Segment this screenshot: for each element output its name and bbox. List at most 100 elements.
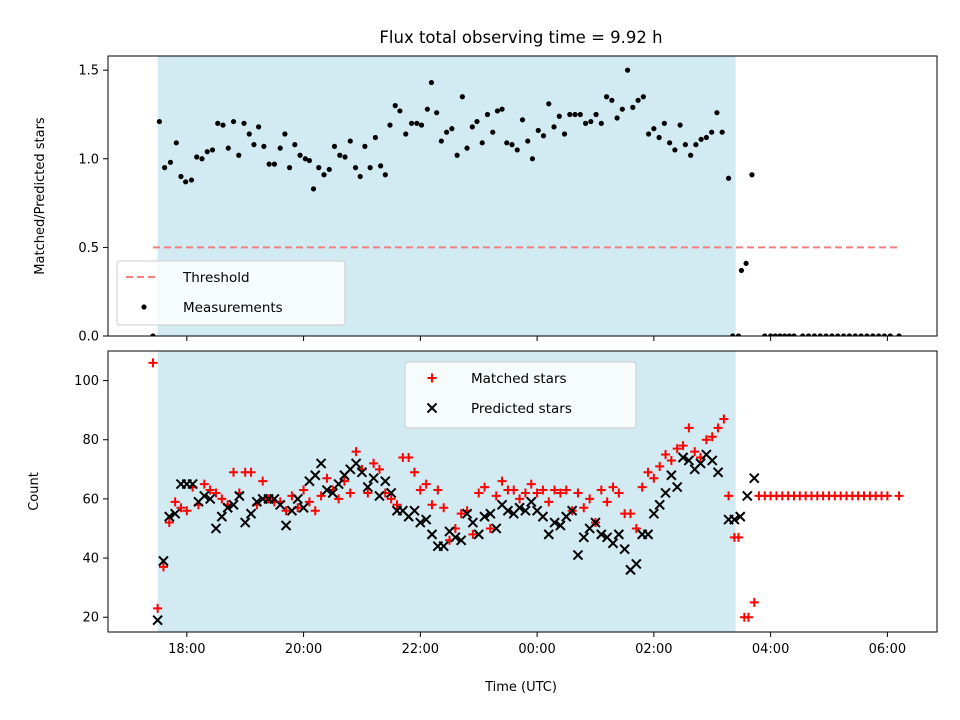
data-point	[392, 500, 402, 510]
data-point	[735, 333, 742, 336]
data-point	[596, 529, 607, 540]
axes-frame	[107, 55, 938, 337]
data-point	[414, 120, 420, 126]
data-point	[380, 475, 391, 487]
data-point	[164, 511, 175, 522]
data-point	[703, 134, 709, 141]
data-point	[297, 152, 303, 158]
data-point	[502, 505, 514, 516]
data-point	[656, 134, 662, 141]
chart-title: Flux total observing time = 9.92 h	[379, 28, 662, 47]
data-point	[543, 529, 554, 540]
data-point	[199, 490, 210, 502]
data-point	[148, 358, 158, 368]
x-tick-label: 18:00	[168, 642, 205, 657]
x-tick-label: 20:00	[285, 642, 322, 657]
data-point	[426, 529, 438, 540]
data-point	[735, 511, 746, 522]
data-point	[292, 142, 298, 148]
data-point	[473, 529, 484, 540]
data-point	[607, 538, 619, 549]
data-point	[304, 497, 314, 507]
data-point	[608, 482, 618, 492]
data-point	[509, 142, 515, 148]
data-point	[369, 458, 379, 468]
data-point	[526, 479, 536, 489]
data-point	[743, 612, 753, 622]
data-point	[719, 414, 729, 424]
legend-marker	[141, 304, 147, 310]
data-point	[326, 166, 332, 173]
data-point	[743, 260, 749, 266]
data-point	[275, 499, 286, 511]
y-tick-label: 1.5	[78, 64, 99, 79]
data-point	[491, 523, 502, 534]
data-point	[846, 333, 853, 336]
data-point	[561, 131, 568, 137]
data-point	[261, 143, 267, 149]
data-point	[829, 333, 835, 336]
data-point	[378, 163, 384, 169]
data-point	[538, 485, 548, 495]
data-point	[210, 523, 222, 534]
data-point	[215, 120, 221, 126]
data-point	[515, 494, 525, 504]
data-point	[239, 517, 251, 528]
data-point	[310, 186, 317, 192]
data-point	[777, 333, 783, 336]
data-point	[409, 467, 419, 477]
legend: Threshold Measurements	[116, 260, 346, 326]
data-point	[315, 458, 327, 469]
data-point	[749, 597, 759, 607]
data-point	[887, 333, 893, 336]
data-point	[738, 267, 745, 274]
x-tick-label: 04:00	[752, 642, 789, 657]
data-point	[316, 491, 326, 501]
legend-label: Threshold	[182, 270, 250, 286]
data-point	[310, 470, 321, 481]
data-point	[734, 532, 744, 542]
data-point	[682, 142, 688, 148]
data-point	[170, 497, 180, 507]
data-point	[514, 502, 525, 513]
data-point	[368, 472, 379, 484]
data-point	[730, 333, 736, 336]
data-point	[585, 494, 595, 504]
data-point	[178, 173, 184, 180]
data-point	[327, 487, 338, 499]
data-point	[479, 511, 490, 522]
data-point	[555, 488, 565, 498]
data-point	[229, 467, 239, 477]
data-point	[299, 485, 309, 495]
data-point	[817, 333, 823, 336]
data-point	[602, 497, 612, 507]
data-point	[281, 506, 291, 516]
data-point	[881, 333, 888, 336]
data-point	[578, 532, 590, 543]
data-point	[514, 147, 520, 153]
data-point	[176, 503, 186, 513]
data-point	[701, 435, 711, 445]
data-point	[374, 490, 385, 502]
data-point	[374, 464, 384, 474]
data-point	[852, 333, 858, 336]
data-point	[519, 117, 526, 123]
data-point	[540, 133, 547, 139]
data-point	[835, 333, 841, 336]
data-point	[188, 177, 195, 183]
data-point	[690, 447, 700, 457]
data-point	[345, 488, 355, 498]
data-point	[480, 482, 490, 492]
data-point	[169, 508, 181, 519]
data-point	[418, 122, 425, 128]
legend-marker	[427, 373, 437, 383]
data-point	[707, 455, 718, 466]
data-point	[456, 509, 466, 519]
legend-label: Measurements	[183, 300, 283, 316]
data-point	[444, 129, 450, 135]
data-point	[298, 502, 309, 513]
data-point	[637, 482, 647, 492]
y-tick-label: 20	[82, 611, 99, 626]
data-point	[614, 488, 624, 498]
data-point	[204, 149, 210, 155]
